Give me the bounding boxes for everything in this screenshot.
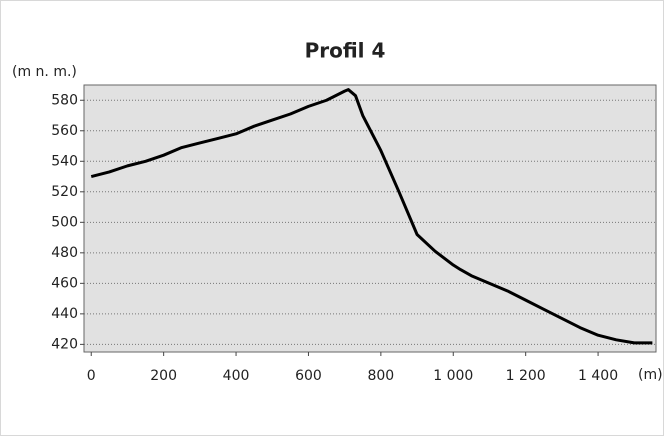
- y-tick-label: 560: [51, 123, 78, 139]
- profile-line: [90, 88, 653, 345]
- y-tick-label: 520: [51, 184, 78, 200]
- y-tick-label: 420: [51, 336, 78, 352]
- x-tick-label: 1 400: [578, 368, 618, 384]
- plot-area: [83, 84, 657, 353]
- x-tick-label: 800: [367, 368, 394, 384]
- x-tick-label: 1 000: [433, 368, 473, 384]
- x-axis-label: (m): [638, 367, 663, 383]
- x-tick-label: 400: [223, 368, 250, 384]
- y-tick-label: 500: [51, 214, 78, 230]
- y-tick-label: 460: [51, 275, 78, 291]
- x-tick-label: 1 200: [506, 368, 546, 384]
- y-tick-label: 480: [51, 245, 78, 261]
- y-axis-label: (m n. m.): [12, 64, 77, 80]
- x-tick-label: 0: [87, 368, 96, 384]
- y-tick-label: 580: [51, 92, 78, 108]
- x-tick-label: 600: [295, 368, 322, 384]
- chart-title: Profil 4: [305, 39, 386, 63]
- y-tick-label: 440: [51, 306, 78, 322]
- y-tick-label: 540: [51, 153, 78, 169]
- x-tick-label: 200: [150, 368, 177, 384]
